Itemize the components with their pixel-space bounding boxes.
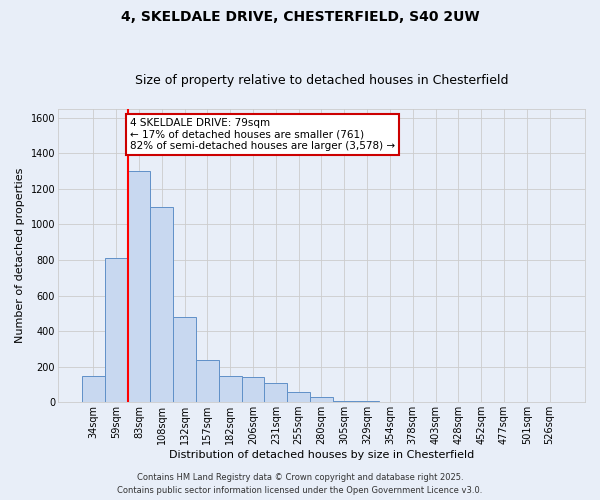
Text: Contains HM Land Registry data © Crown copyright and database right 2025.
Contai: Contains HM Land Registry data © Crown c… bbox=[118, 474, 482, 495]
Text: 4 SKELDALE DRIVE: 79sqm
← 17% of detached houses are smaller (761)
82% of semi-d: 4 SKELDALE DRIVE: 79sqm ← 17% of detache… bbox=[130, 118, 395, 151]
Bar bbox=[287, 392, 310, 402]
Bar bbox=[105, 258, 128, 402]
Bar bbox=[173, 317, 196, 402]
Bar bbox=[265, 382, 287, 402]
Bar bbox=[82, 376, 105, 402]
Bar bbox=[196, 360, 219, 402]
Bar bbox=[310, 397, 333, 402]
Y-axis label: Number of detached properties: Number of detached properties bbox=[15, 168, 25, 344]
X-axis label: Distribution of detached houses by size in Chesterfield: Distribution of detached houses by size … bbox=[169, 450, 474, 460]
Bar bbox=[151, 206, 173, 402]
Title: Size of property relative to detached houses in Chesterfield: Size of property relative to detached ho… bbox=[135, 74, 508, 87]
Bar bbox=[242, 378, 265, 402]
Bar bbox=[128, 171, 151, 402]
Bar bbox=[219, 376, 242, 402]
Text: 4, SKELDALE DRIVE, CHESTERFIELD, S40 2UW: 4, SKELDALE DRIVE, CHESTERFIELD, S40 2UW bbox=[121, 10, 479, 24]
